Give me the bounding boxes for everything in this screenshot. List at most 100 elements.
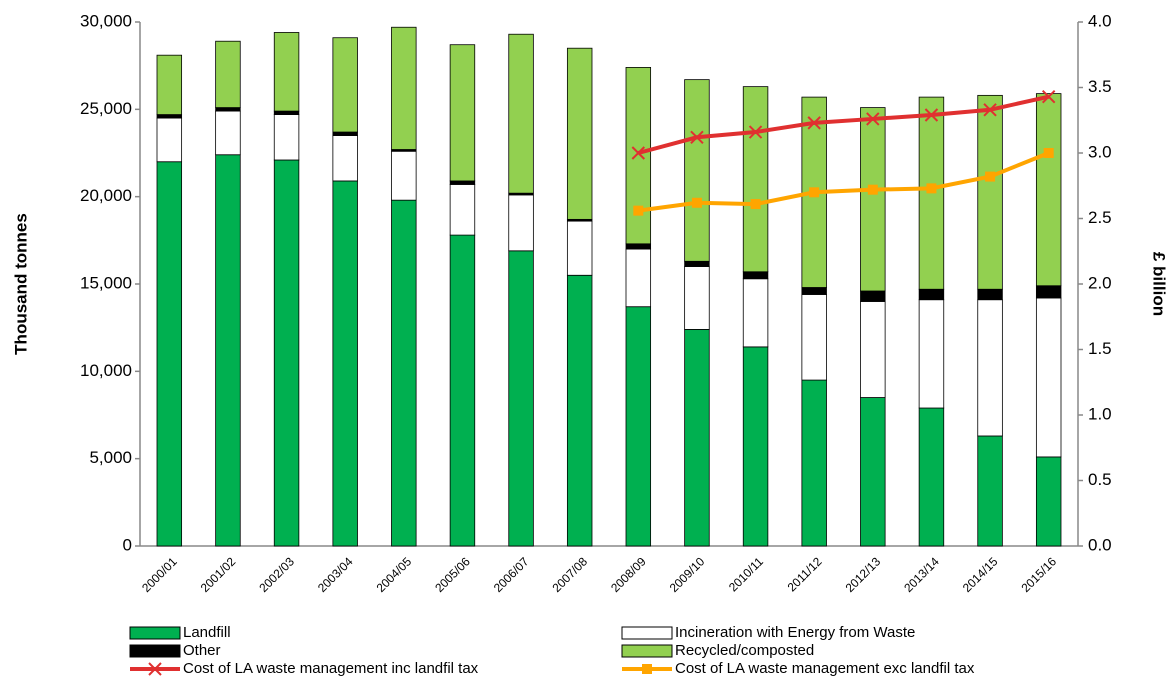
- y2-tick-label: 0.0: [1088, 535, 1112, 554]
- marker: [809, 187, 820, 198]
- bar-segment: [1035, 297, 1062, 458]
- bar-segment: [918, 407, 945, 547]
- y-tick-label: 0: [123, 535, 132, 554]
- bar-segment: [977, 94, 1003, 290]
- marker: [1043, 148, 1054, 158]
- bar-segment: [860, 107, 886, 292]
- y-tick-label: 30,000: [80, 11, 132, 30]
- y2-tick-label: 2.0: [1088, 273, 1112, 292]
- bar-segment: [273, 110, 300, 115]
- bar-segment: [215, 110, 241, 156]
- x-tick-label: 2015/16: [1018, 554, 1059, 595]
- x-tick-label: 2009/10: [667, 554, 708, 595]
- bar-segment: [332, 37, 358, 133]
- bar-segment: [273, 159, 300, 547]
- legend-marker: [148, 662, 162, 676]
- x-tick-label: 2004/05: [374, 554, 415, 595]
- bar-segment: [156, 161, 183, 547]
- bar-segment: [918, 288, 945, 301]
- marker: [866, 112, 880, 126]
- x-tick-label: 2007/08: [549, 554, 590, 595]
- bar-segment: [156, 117, 183, 163]
- bar-segment: [273, 32, 300, 112]
- bar-segment: [391, 26, 417, 150]
- x-tick-label: 2014/15: [960, 554, 1001, 595]
- y2-tick-label: 2.5: [1088, 208, 1112, 227]
- marker: [748, 125, 763, 139]
- y2-tick-label: 4.0: [1088, 11, 1112, 30]
- x-tick-label: 2008/09: [608, 554, 649, 595]
- x-tick-label: 2010/11: [726, 554, 766, 594]
- bar-segment: [684, 79, 710, 262]
- y-axis-label: Thousand tonnes: [11, 213, 30, 355]
- y2-tick-label: 1.0: [1088, 404, 1112, 423]
- legend-label: Cost of LA waste management exc landfil …: [675, 660, 975, 677]
- y-tick-label: 10,000: [80, 361, 132, 380]
- bar-segment: [508, 33, 534, 194]
- bar-segment: [860, 397, 886, 547]
- bar-segment: [273, 114, 300, 161]
- bar-segment: [977, 435, 1003, 547]
- legend-label: Landfill: [183, 624, 231, 641]
- bar-segment: [332, 131, 358, 136]
- y2-tick-label: 0.5: [1088, 470, 1112, 489]
- bar-segment: [625, 243, 652, 250]
- bar-segment: [449, 234, 476, 547]
- bar-segment: [508, 250, 534, 547]
- legend-swatch: [621, 644, 673, 658]
- x-tick-label: 2012/13: [843, 554, 884, 595]
- marker: [983, 103, 997, 117]
- bar-segment: [860, 301, 886, 398]
- bar-segment: [215, 40, 241, 108]
- marker: [985, 171, 996, 182]
- y-tick-label: 5,000: [89, 448, 132, 467]
- x-tick-label: 2002/03: [256, 554, 297, 595]
- bar-segment: [391, 199, 417, 547]
- y-tick-label: 25,000: [80, 99, 132, 118]
- legend-label: Cost of LA waste management inc landfil …: [183, 660, 479, 677]
- line: [638, 151, 1050, 213]
- marker: [867, 184, 878, 195]
- legend-swatch: [129, 626, 181, 640]
- x-tick-label: 2000/01: [139, 554, 180, 595]
- y2-axis-label: £ billion: [1150, 252, 1169, 316]
- marker: [750, 199, 761, 210]
- legend-swatch: [129, 644, 181, 658]
- bar-segment: [977, 299, 1003, 437]
- bar-segment: [332, 180, 358, 547]
- bar-segment: [566, 47, 593, 220]
- bar-segment: [625, 248, 652, 308]
- x-tick-label: 2006/07: [491, 554, 532, 595]
- bar-segment: [156, 114, 183, 119]
- legend-label: Incineration with Energy from Waste: [675, 624, 915, 641]
- bar-segment: [684, 329, 710, 547]
- bar-segment: [449, 184, 476, 236]
- bar-segment: [625, 67, 652, 245]
- y-tick-label: 15,000: [80, 273, 132, 292]
- bar-segment: [1035, 285, 1062, 299]
- bar-segment: [215, 107, 241, 112]
- bar-segment: [625, 306, 652, 547]
- y2-tick-label: 3.5: [1088, 77, 1112, 96]
- bar-segment: [449, 180, 476, 185]
- marker: [807, 116, 821, 130]
- legend-swatch: [621, 626, 673, 640]
- bar-segment: [332, 135, 358, 182]
- bar-segment: [684, 266, 710, 330]
- marker: [1041, 89, 1056, 104]
- bar-segment: [508, 194, 534, 252]
- bar-segment: [742, 346, 769, 547]
- x-tick-label: 2001/02: [198, 554, 239, 595]
- marker: [926, 183, 937, 194]
- bar-segment: [215, 154, 241, 547]
- marker: [691, 197, 702, 208]
- legend-label: Other: [183, 642, 221, 659]
- bar-segment: [977, 288, 1003, 301]
- bar-segment: [860, 290, 886, 302]
- x-tick-label: 2005/06: [432, 554, 473, 595]
- bar-segment: [156, 54, 183, 115]
- bar-segment: [918, 299, 945, 409]
- line: [637, 94, 1050, 155]
- bar-segment: [801, 287, 827, 295]
- x-tick-label: 2011/12: [785, 554, 825, 594]
